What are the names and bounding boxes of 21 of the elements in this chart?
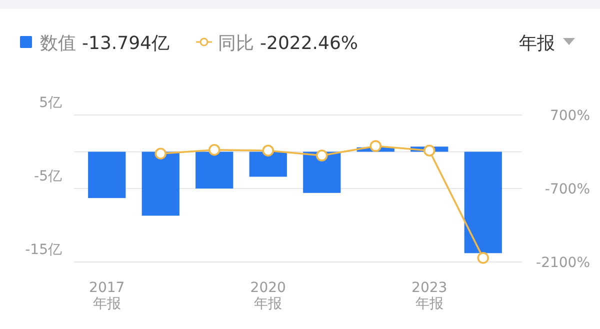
text: -2022.46% bbox=[260, 33, 358, 54]
point bbox=[154, 148, 167, 160]
point bbox=[208, 144, 220, 156]
y2-tick-label: -2100% bbox=[536, 255, 590, 271]
point bbox=[477, 252, 490, 264]
y2-tick-label: 700% bbox=[550, 108, 590, 124]
x-tick-label: 2017 年报 bbox=[89, 280, 125, 312]
text: 年报 bbox=[519, 33, 555, 54]
legend-label: 数值 bbox=[40, 33, 76, 54]
y-tick-label: 5亿 bbox=[39, 95, 62, 111]
y-tick-label: -5亿 bbox=[34, 168, 62, 184]
y-tick-label: -15亿 bbox=[25, 242, 62, 258]
point bbox=[370, 140, 382, 152]
legend-label: 同比 bbox=[218, 33, 254, 54]
point bbox=[262, 144, 274, 156]
x-tick-label: 2023 年报 bbox=[412, 280, 448, 312]
point bbox=[316, 150, 328, 162]
point bbox=[423, 144, 436, 156]
x-tick-label: 2020 年报 bbox=[250, 280, 286, 312]
text: -13.794亿 bbox=[82, 33, 170, 54]
y2-tick-label: -700% bbox=[544, 182, 590, 198]
